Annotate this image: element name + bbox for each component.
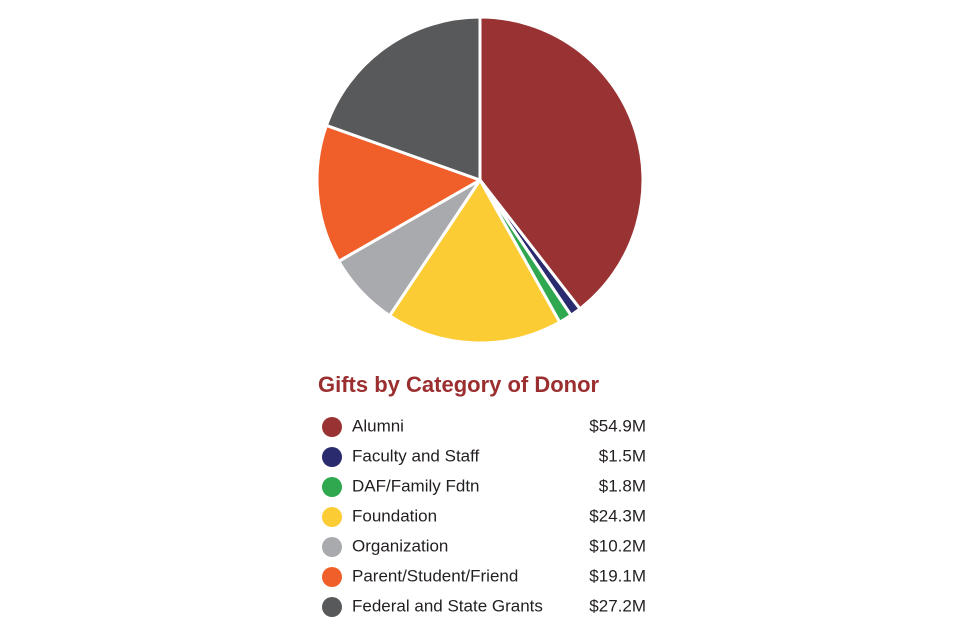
chart-title: Gifts by Category of Donor — [318, 372, 600, 397]
legend-label: Organization — [352, 536, 448, 555]
pie-slice — [324, 15, 482, 182]
legend-label: Parent/Student/Friend — [352, 566, 518, 585]
legend-swatch — [322, 597, 342, 617]
value-label: $10.2M — [589, 536, 646, 555]
legend-label: Foundation — [352, 506, 437, 525]
legend-label: Alumni — [352, 416, 404, 435]
legend-swatch — [322, 447, 342, 467]
value-label: $1.8M — [599, 476, 646, 495]
value-label: $1.5M — [599, 446, 646, 465]
legend-swatch — [322, 507, 342, 527]
legend-label: Faculty and Staff — [352, 446, 480, 465]
legend-label: DAF/Family Fdtn — [352, 476, 480, 495]
value-label: $27.2M — [589, 596, 646, 615]
value-label: $54.9M — [589, 416, 646, 435]
value-label: $19.1M — [589, 566, 646, 585]
legend-swatch — [322, 537, 342, 557]
value-label: $24.3M — [589, 506, 646, 525]
pie-slice — [315, 123, 482, 263]
pie-slice — [478, 15, 645, 311]
legend-swatch — [322, 417, 342, 437]
pie-slice — [388, 178, 562, 345]
legend-label: Federal and State Grants — [352, 596, 543, 615]
legend-swatch — [322, 477, 342, 497]
legend-swatch — [322, 567, 342, 587]
